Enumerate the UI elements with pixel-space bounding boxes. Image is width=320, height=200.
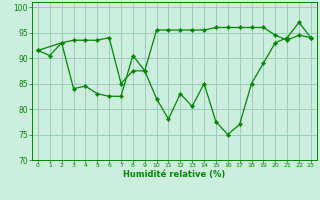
X-axis label: Humidité relative (%): Humidité relative (%) (123, 170, 226, 179)
